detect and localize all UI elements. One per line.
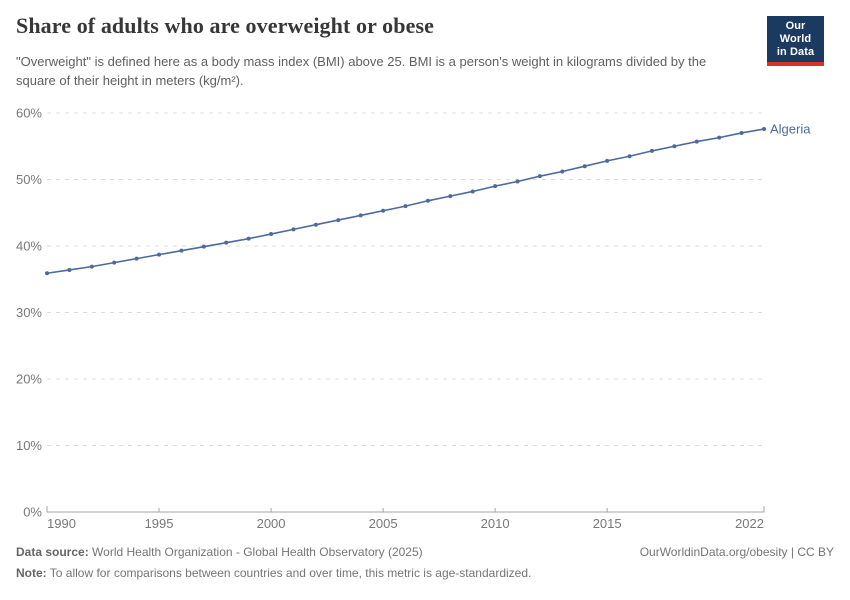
data-point-2016[interactable] xyxy=(627,154,632,159)
y-tick-label-40: 40% xyxy=(16,239,42,254)
chart-footer: Data source: World Health Organization -… xyxy=(16,545,834,580)
data-point-1998[interactable] xyxy=(224,240,229,245)
x-tick-label-2015: 2015 xyxy=(593,516,622,531)
data-point-2000[interactable] xyxy=(269,232,274,237)
data-point-2020[interactable] xyxy=(717,135,722,140)
data-point-2007[interactable] xyxy=(425,198,430,203)
data-point-2001[interactable] xyxy=(291,227,296,232)
data-point-2003[interactable] xyxy=(336,218,341,223)
data-point-2017[interactable] xyxy=(649,148,654,153)
data-point-2022[interactable] xyxy=(762,126,766,131)
note-label: Note: xyxy=(16,566,47,580)
owid-logo-text: Our World in Data xyxy=(767,16,824,62)
x-tick-label-1995: 1995 xyxy=(145,516,174,531)
data-point-2009[interactable] xyxy=(470,189,475,194)
series-line-algeria[interactable] xyxy=(46,128,765,275)
data-point-2014[interactable] xyxy=(582,164,587,169)
y-tick-label-30: 30% xyxy=(16,305,42,320)
data-point-2002[interactable] xyxy=(313,222,318,227)
data-point-2013[interactable] xyxy=(560,169,565,174)
x-tick-label-1990: 1990 xyxy=(47,516,76,531)
data-point-1994[interactable] xyxy=(134,256,139,261)
x-tick-label-2000: 2000 xyxy=(257,516,286,531)
data-point-1991[interactable] xyxy=(67,267,72,272)
data-point-1995[interactable] xyxy=(157,252,162,257)
data-point-1999[interactable] xyxy=(246,236,251,241)
note-text: To allow for comparisons between countri… xyxy=(46,566,532,580)
y-tick-label-60: 60% xyxy=(16,106,42,121)
data-source-label: Data source: xyxy=(16,545,89,559)
note-line: Note: To allow for comparisons between c… xyxy=(16,566,531,580)
data-point-1992[interactable] xyxy=(89,264,94,269)
data-point-1997[interactable] xyxy=(201,244,206,249)
owid-logo-red-bar xyxy=(767,62,824,66)
owid-logo-line2: in Data xyxy=(776,46,815,58)
data-point-2004[interactable] xyxy=(358,213,363,218)
data-point-2011[interactable] xyxy=(515,179,520,184)
data-source-text: World Health Organization - Global Healt… xyxy=(88,545,423,559)
chart-svg[interactable]: 0% 10% 20% 30% 40% 50% 60% 1990 1995 2000 2005 2010… xyxy=(0,0,850,540)
data-source-line: Data source: World Health Organization -… xyxy=(16,545,423,559)
x-tick-label-2005: 2005 xyxy=(369,516,398,531)
y-tick-label-0: 0% xyxy=(23,505,42,520)
series-label-algeria: Algeria xyxy=(770,121,811,136)
data-point-2010[interactable] xyxy=(493,184,498,189)
rights-link[interactable]: OurWorldinData.org/obesity | CC BY xyxy=(639,545,834,559)
data-point-1993[interactable] xyxy=(112,260,117,265)
x-tick-label-2022: 2022 xyxy=(735,516,764,531)
y-tick-label-10: 10% xyxy=(16,438,42,453)
data-point-2012[interactable] xyxy=(537,174,542,179)
data-point-2008[interactable] xyxy=(448,194,453,199)
data-point-1990[interactable] xyxy=(45,271,49,276)
x-tick-label-2010: 2010 xyxy=(481,516,510,531)
y-tick-label-20: 20% xyxy=(16,372,42,387)
data-point-2021[interactable] xyxy=(739,130,744,135)
chart-title: Share of adults who are overweight or ob… xyxy=(16,13,435,38)
data-point-2015[interactable] xyxy=(605,158,610,163)
chart-subtitle: "Overweight" is defined here as a body m… xyxy=(16,54,707,88)
y-tick-label-50: 50% xyxy=(16,172,42,187)
data-point-2005[interactable] xyxy=(381,208,386,213)
data-point-2018[interactable] xyxy=(672,144,677,149)
x-axis-line xyxy=(46,506,765,513)
data-point-1996[interactable] xyxy=(179,248,184,253)
data-point-2019[interactable] xyxy=(694,139,699,144)
owid-logo-line1: Our World xyxy=(779,20,812,45)
data-point-2006[interactable] xyxy=(403,204,408,209)
owid-logo[interactable]: Our World in Data xyxy=(767,16,824,66)
